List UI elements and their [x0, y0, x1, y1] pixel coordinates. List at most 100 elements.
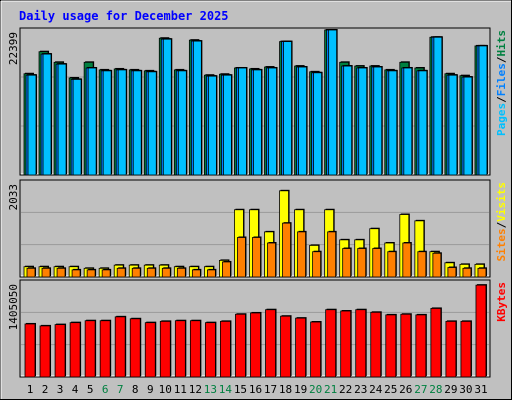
bar-sites: [206, 269, 216, 278]
day-label: 12: [189, 383, 202, 396]
legend-entry: Hits: [495, 30, 508, 57]
bar-sites: [462, 267, 472, 278]
bar-kbytes: [39, 325, 51, 378]
bar-pages: [478, 45, 488, 176]
bar-pages: [463, 76, 473, 176]
bar-pages: [388, 70, 398, 176]
y-max-label: 2033: [7, 184, 20, 211]
day-label: 10: [159, 383, 172, 396]
bar-sites: [222, 261, 231, 278]
panel-legend: Sites/Visits: [495, 182, 508, 262]
day-label: 14: [219, 383, 233, 396]
bar-kbytes: [174, 320, 186, 378]
y-max-label: 1405050: [7, 284, 20, 330]
day-label: 17: [264, 383, 277, 396]
bar-kbytes: [370, 311, 382, 378]
bar-kbytes: [430, 308, 442, 378]
day-label: 29: [444, 383, 457, 396]
day-label: 11: [174, 383, 187, 396]
bar-kbytes: [265, 309, 276, 378]
bar-pages: [433, 36, 443, 176]
legend-entry: Files: [495, 63, 508, 96]
bar-sites: [101, 269, 111, 278]
bar-sites: [387, 251, 397, 278]
day-label: 30: [459, 383, 472, 396]
bar-kbytes: [84, 320, 96, 378]
bar-pages: [117, 69, 127, 176]
day-label: 1: [27, 383, 34, 396]
bar-pages: [102, 70, 112, 176]
legend-entry: Pages: [495, 103, 508, 136]
bar-pages: [223, 74, 232, 176]
visits-panel: 2033 Sites/Visits: [7, 179, 508, 278]
bar-kbytes: [400, 313, 412, 378]
bar-kbytes: [280, 315, 291, 378]
day-label: 31: [474, 383, 487, 396]
bar-kbytes: [235, 313, 246, 378]
bar-sites: [116, 267, 126, 278]
y-max-label: 22399: [7, 32, 20, 65]
bar-sites: [312, 251, 322, 278]
panel-legend: KBytes: [495, 282, 508, 322]
bar-pages: [177, 70, 187, 176]
day-label: 5: [87, 383, 94, 396]
bar-pages: [42, 53, 52, 176]
bar-sites: [357, 248, 367, 278]
day-label: 15: [234, 383, 247, 396]
day-label: 2: [42, 383, 49, 396]
bar-kbytes: [159, 320, 171, 378]
chart-title: Daily usage for December 2025: [19, 9, 229, 23]
bar-kbytes: [445, 320, 457, 378]
bar-pages: [72, 79, 82, 176]
bar-sites: [131, 267, 141, 278]
bar-sites: [41, 267, 51, 278]
bar-sites: [417, 251, 427, 278]
bar-sites: [477, 267, 487, 278]
bar-pages: [238, 67, 247, 176]
bar-sites: [372, 248, 382, 278]
day-label: 18: [279, 383, 292, 396]
bar-kbytes: [24, 323, 36, 378]
bar-sites: [447, 267, 457, 278]
legend-entry: /: [495, 221, 508, 228]
day-label: 27: [414, 383, 427, 396]
day-label: 16: [249, 383, 262, 396]
day-label: 26: [399, 383, 412, 396]
bar-kbytes: [204, 322, 216, 378]
day-label: 24: [369, 383, 383, 396]
bar-pages: [57, 63, 67, 176]
day-label: 13: [204, 383, 217, 396]
bar-sites: [71, 269, 81, 278]
bar-sites: [252, 237, 261, 278]
day-label: 20: [309, 383, 322, 396]
bar-kbytes: [129, 318, 141, 378]
bar-sites: [191, 269, 201, 278]
bar-pages: [343, 65, 353, 176]
bar-pages: [418, 70, 428, 176]
bar-kbytes: [325, 309, 337, 378]
legend-entry: Visits: [495, 182, 508, 222]
bar-kbytes: [250, 312, 261, 378]
bar-pages: [403, 67, 413, 176]
day-label: 3: [57, 383, 64, 396]
bar-pages: [298, 66, 307, 176]
bar-pages: [192, 40, 202, 176]
bar-sites: [402, 242, 412, 278]
legend-entry: /: [495, 56, 508, 63]
bar-pages: [268, 67, 277, 176]
bar-pages: [27, 74, 37, 176]
legend-entry: /: [495, 96, 508, 103]
bar-pages: [162, 38, 172, 176]
bar-sites: [432, 252, 442, 278]
day-label: 25: [384, 383, 397, 396]
bar-kbytes: [114, 316, 126, 378]
bar-kbytes: [385, 314, 397, 378]
day-label: 6: [102, 383, 109, 396]
bar-pages: [313, 72, 323, 176]
bar-sites: [237, 237, 246, 278]
kbytes-panel: 1405050 KBytes: [7, 279, 508, 378]
bar-kbytes: [310, 321, 322, 378]
bar-kbytes: [99, 320, 111, 378]
